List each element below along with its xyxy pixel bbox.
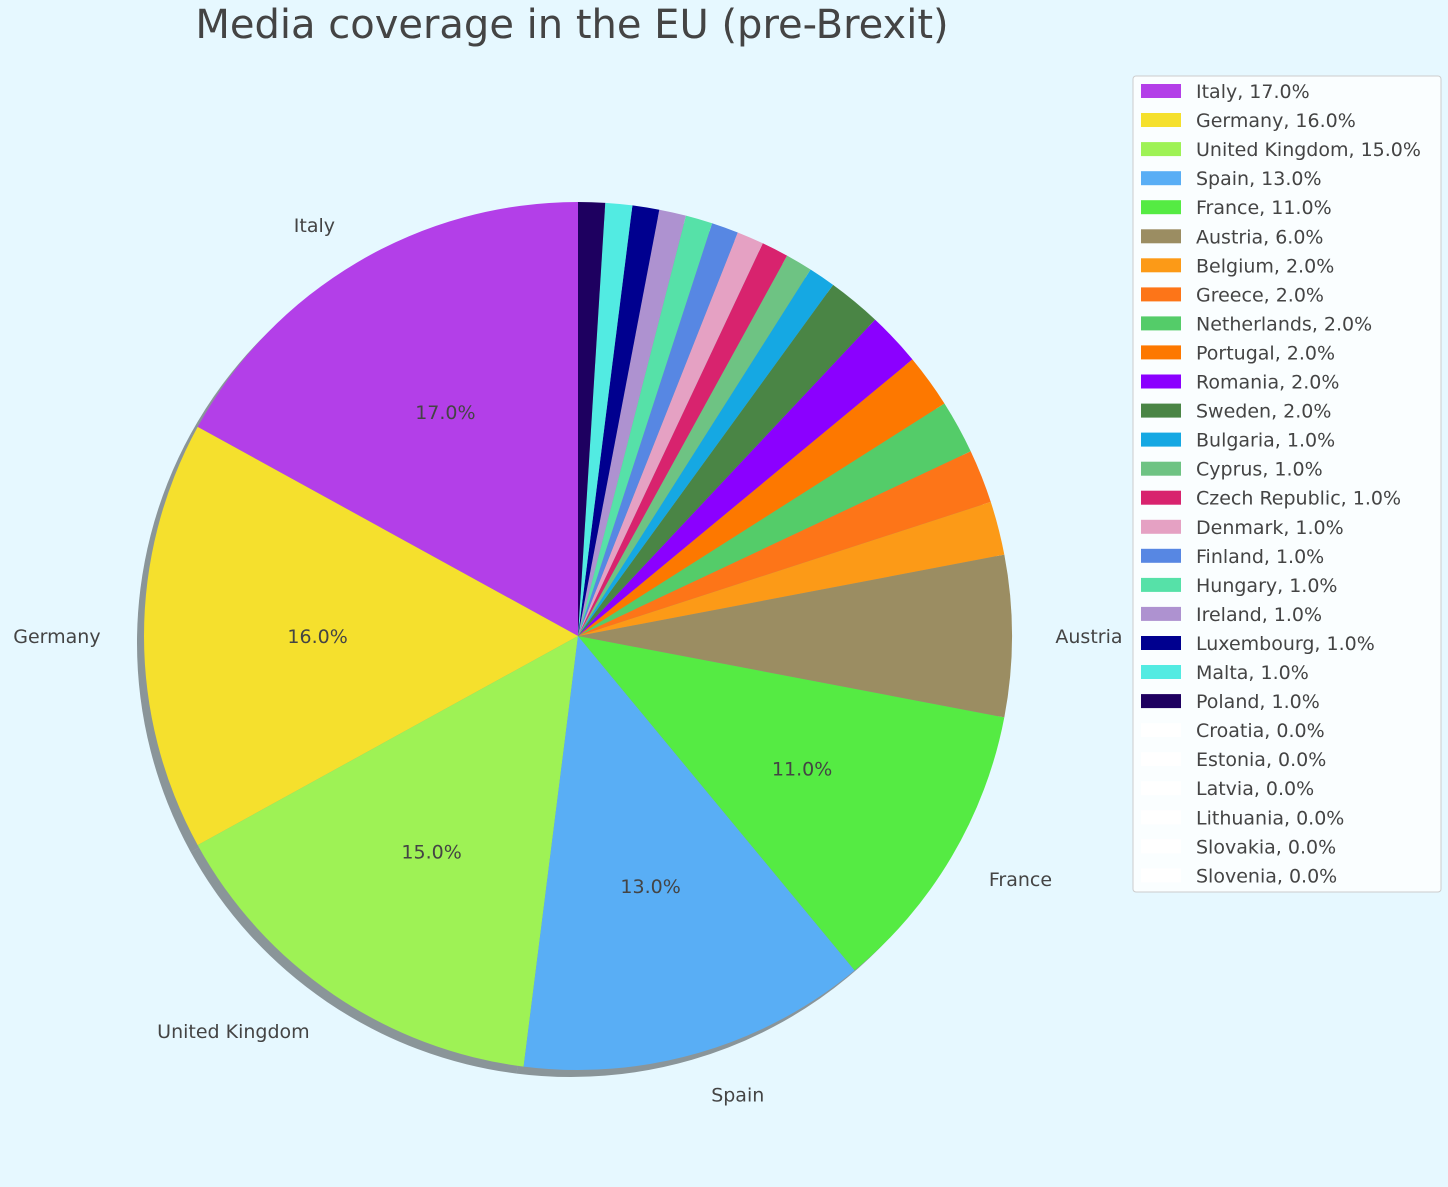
legend-swatch-sweden [1141,403,1181,418]
legend-entry-croatia: Croatia, 0.0% [1196,720,1325,742]
legend-entry-ireland: Ireland, 1.0% [1196,604,1322,626]
legend-swatch-denmark [1141,519,1181,534]
slice-bulgaria [578,269,834,636]
legend-swatch-hungary [1141,577,1181,592]
slice-denmark [578,232,763,637]
legend-swatch-latvia [1141,781,1181,796]
legend-swatch-germany [1141,113,1181,127]
legend-swatch-france [1141,200,1181,215]
legend-entry-sweden: Sweden, 2.0% [1196,401,1331,423]
legend-swatch-finland [1141,548,1181,563]
slice-france [578,636,1005,971]
legend-swatch-luxembourg [1141,636,1181,650]
slice-malta [578,202,633,637]
legend-swatch-austria [1141,229,1181,244]
legend-swatch-italy [1141,84,1181,98]
legend-swatch-estonia [1141,752,1181,767]
slice-hungary [578,215,713,636]
legend-entry-hungary: Hungary, 1.0% [1196,575,1337,597]
legend-entry-slovakia: Slovakia, 0.0% [1196,836,1336,858]
legend-entry-slovenia: Slovenia, 0.0% [1196,865,1337,887]
legend-swatch-ireland [1141,606,1181,621]
legend-swatch-spain [1141,171,1181,186]
legend-swatch-greece [1141,287,1181,302]
legend-swatch-poland [1141,694,1181,709]
slice-ireland [578,209,686,636]
legend-entry-portugal: Portugal, 2.0% [1196,342,1335,364]
slice-austria [578,554,1012,718]
slice-belgium [578,501,1005,636]
legend-swatch-slovenia [1141,868,1181,883]
legend-swatch-lithuania [1141,810,1181,825]
legend-entry-poland: Poland, 1.0% [1196,691,1320,713]
legend-swatch-czech-republic [1141,490,1181,505]
legend-swatch-bulgaria [1141,432,1181,447]
slice-luxembourg [578,205,660,637]
legend-entry-romania: Romania, 2.0% [1196,372,1339,394]
legend: Italy, 17.0% Germany, 16.0% United Kingdom… [1132,75,1442,893]
legend-entry-bulgaria: Bulgaria, 1.0% [1196,430,1335,452]
slice-label-austria: Austria [1055,626,1122,648]
slice-percent-italy: 17.0% [415,402,475,424]
legend-entry-germany: Germany, 16.0% [1196,110,1356,132]
legend-entry-latvia: Latvia, 0.0% [1196,778,1314,800]
legend-swatch-netherlands [1141,316,1181,331]
slice-label-united-kingdom: United Kingdom [157,1021,310,1043]
legend-entry-malta: Malta, 1.0% [1196,662,1309,684]
chart-title: Media coverage in the EU (pre-Brexit) [195,2,948,48]
slice-percent-spain: 13.0% [620,876,680,898]
legend-entry-estonia: Estonia, 0.0% [1196,749,1326,771]
legend-swatch-slovakia [1141,839,1181,854]
slice-romania [578,319,913,636]
legend-entry-denmark: Denmark, 1.0% [1196,517,1344,539]
slice-cyprus [578,255,811,636]
slice-percent-france: 11.0% [772,759,832,781]
legend-swatch-romania [1141,374,1181,389]
slice-percent-united-kingdom: 15.0% [401,841,461,863]
legend-entry-austria: Austria, 6.0% [1196,226,1323,248]
pie-labels: Italy 17.0% Germany 16.0% United Kingdom 15.0… [13,215,1122,1106]
legend-swatch-belgium [1141,258,1181,273]
legend-entry-greece: Greece, 2.0% [1196,284,1324,306]
slice-portugal [578,359,945,636]
legend-entry-czech-republic: Czech Republic, 1.0% [1196,488,1401,510]
slice-label-spain: Spain [711,1084,764,1106]
slice-label-italy: Italy [294,215,335,237]
legend-entry-spain: Spain, 13.0% [1196,168,1322,190]
slice-netherlands [578,403,971,636]
pie-slices [143,202,1012,1071]
slice-label-germany: Germany [13,626,100,648]
legend-entry-netherlands: Netherlands, 2.0% [1196,313,1372,335]
legend-entry-france: France, 11.0% [1196,197,1332,219]
slice-poland [578,202,606,636]
legend-entry-belgium: Belgium, 2.0% [1196,255,1334,277]
legend-entry-luxembourg: Luxembourg, 1.0% [1196,633,1375,655]
legend-entry-cyprus: Cyprus, 1.0% [1196,459,1323,481]
slice-united-kingdom [197,636,578,1067]
legend-swatch-malta [1141,665,1181,679]
slice-germany [143,426,578,846]
slice-finland [578,223,738,637]
legend-entry-united-kingdom: United Kingdom, 15.0% [1196,139,1421,161]
slice-label-france: France [989,869,1052,891]
slice-sweden [578,284,876,636]
legend-entry-finland: Finland, 1.0% [1196,546,1324,568]
slice-spain [523,636,855,1071]
legend-swatch-united-kingdom [1141,142,1181,157]
slice-percent-germany: 16.0% [287,626,347,648]
legend-frame [1132,75,1442,893]
legend-entry-italy: Italy, 17.0% [1196,81,1310,103]
legend-entry-lithuania: Lithuania, 0.0% [1196,807,1344,829]
slice-italy [197,202,578,636]
slice-greece [578,451,991,636]
legend-swatch-croatia [1141,723,1181,738]
legend-swatch-portugal [1141,345,1181,360]
legend-swatch-cyprus [1141,461,1181,476]
slice-czech-republic [578,243,788,636]
